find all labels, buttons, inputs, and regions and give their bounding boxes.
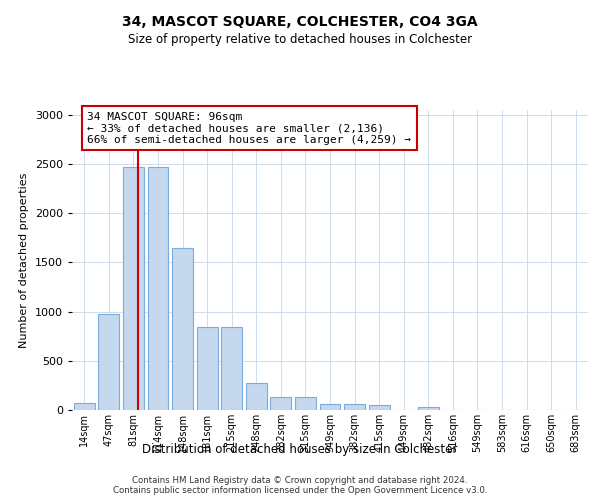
Y-axis label: Number of detached properties: Number of detached properties (19, 172, 29, 348)
Bar (98, 314, 119, 410)
Text: Contains HM Land Registry data © Crown copyright and database right 2024.
Contai: Contains HM Land Registry data © Crown c… (113, 476, 487, 495)
Text: 34, MASCOT SQUARE, COLCHESTER, CO4 3GA: 34, MASCOT SQUARE, COLCHESTER, CO4 3GA (122, 15, 478, 29)
Bar (197, 328, 218, 410)
Bar (148, 167, 169, 410)
Text: Distribution of detached houses by size in Colchester: Distribution of detached houses by size … (142, 442, 458, 456)
Bar (221, 328, 242, 410)
Bar (344, 404, 365, 410)
Bar (271, 397, 292, 410)
Bar (295, 397, 316, 410)
Text: 34 MASCOT SQUARE: 96sqm
← 33% of detached houses are smaller (2,136)
66% of semi: 34 MASCOT SQUARE: 96sqm ← 33% of detache… (88, 112, 412, 144)
Bar (246, 384, 267, 410)
Bar (368, 404, 389, 410)
Text: Size of property relative to detached houses in Colchester: Size of property relative to detached ho… (128, 32, 472, 46)
Bar (172, 248, 193, 410)
Bar (74, 402, 95, 410)
Bar (418, 407, 439, 410)
Bar (123, 167, 144, 410)
Bar (320, 404, 340, 410)
